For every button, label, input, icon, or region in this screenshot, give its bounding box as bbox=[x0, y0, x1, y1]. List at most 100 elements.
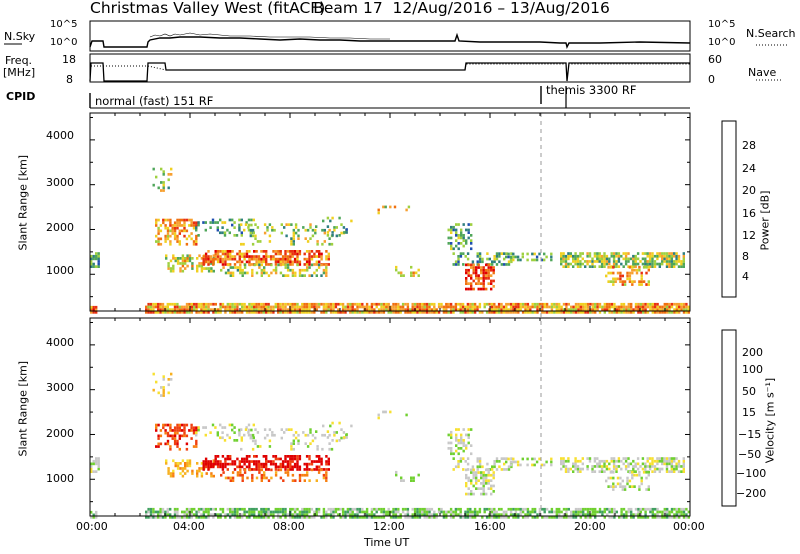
velocity-cell bbox=[212, 507, 215, 511]
velocity-cell bbox=[497, 507, 501, 511]
power-cell bbox=[266, 226, 269, 229]
power-cell bbox=[653, 262, 657, 266]
velocity-cell bbox=[223, 426, 227, 429]
velocity-cell bbox=[298, 513, 302, 516]
power-cell bbox=[397, 271, 400, 275]
power-cell bbox=[164, 226, 167, 230]
velocity-cell bbox=[272, 455, 275, 458]
power-cell bbox=[162, 218, 165, 222]
power-cell bbox=[255, 250, 258, 253]
velocity-cell bbox=[157, 516, 160, 519]
power-cell bbox=[476, 252, 479, 255]
power-cell bbox=[361, 302, 364, 306]
velocity-cell bbox=[255, 460, 258, 463]
velocity-cell bbox=[460, 447, 463, 450]
power-cell bbox=[642, 280, 646, 283]
power-cell bbox=[214, 252, 217, 256]
velocity-cell bbox=[195, 510, 198, 514]
power-cell bbox=[514, 311, 518, 314]
power-cell bbox=[211, 221, 215, 224]
power-cell bbox=[677, 265, 681, 268]
velocity-cell bbox=[668, 516, 671, 519]
power-cell bbox=[514, 308, 518, 311]
power-cbar-tick: 4 bbox=[742, 270, 749, 283]
velocity-cell bbox=[512, 507, 515, 511]
velocity-cell bbox=[521, 507, 525, 511]
power-cell bbox=[265, 252, 268, 256]
power-cell bbox=[202, 305, 205, 309]
velocity-cell bbox=[313, 468, 316, 471]
power-cell bbox=[169, 224, 172, 227]
freq-trace bbox=[89, 62, 690, 82]
power-cell bbox=[668, 305, 671, 309]
velocity-cell bbox=[653, 470, 657, 473]
power-cell bbox=[503, 263, 506, 266]
velocity-cell bbox=[216, 465, 220, 469]
power-cell bbox=[233, 311, 237, 314]
velocity-cell bbox=[469, 507, 472, 511]
velocity-cell bbox=[459, 460, 463, 463]
power-cell bbox=[394, 302, 398, 306]
power-cell bbox=[509, 255, 513, 259]
power-cell bbox=[584, 308, 587, 311]
velocity-cell bbox=[176, 513, 179, 516]
power-cell bbox=[169, 240, 172, 243]
power-cell bbox=[673, 262, 676, 266]
power-cell bbox=[207, 250, 210, 253]
velocity-cell bbox=[380, 510, 383, 514]
power-cell bbox=[603, 302, 606, 306]
velocity-cell bbox=[263, 428, 267, 431]
velocity-cell bbox=[562, 513, 566, 516]
velocity-cell bbox=[640, 482, 643, 486]
velocity-cell bbox=[564, 465, 568, 468]
power-cell bbox=[606, 305, 609, 309]
velocity-cell bbox=[205, 472, 208, 475]
power-cell bbox=[577, 311, 580, 314]
power-cell bbox=[221, 250, 225, 253]
velocity-cell bbox=[579, 510, 582, 514]
velocity-cell bbox=[217, 513, 220, 516]
power-cell bbox=[159, 242, 163, 246]
power-cell bbox=[238, 302, 241, 306]
power-cell bbox=[184, 259, 187, 263]
velocity-cell bbox=[579, 470, 582, 473]
power-cell bbox=[274, 271, 278, 275]
power-cell bbox=[205, 267, 208, 270]
velocity-cell bbox=[614, 485, 617, 488]
velocity-cell bbox=[457, 428, 460, 431]
velocity-cell bbox=[356, 513, 359, 516]
power-cell bbox=[452, 311, 455, 314]
velocity-cell bbox=[624, 467, 628, 471]
power-cell bbox=[634, 302, 638, 306]
power-cell bbox=[582, 311, 585, 314]
velocity-cell bbox=[490, 492, 493, 496]
velocity-cell bbox=[293, 516, 297, 519]
velocity-cell bbox=[651, 465, 654, 468]
power-cell bbox=[219, 257, 222, 261]
velocity-cell bbox=[389, 510, 393, 514]
power-cell bbox=[553, 311, 556, 314]
power-cell bbox=[243, 271, 247, 275]
velocity-cell bbox=[289, 516, 292, 519]
velocity-cell bbox=[349, 507, 352, 511]
power-cell bbox=[663, 305, 666, 309]
power-cell bbox=[469, 308, 472, 311]
velocity-cell bbox=[639, 465, 642, 468]
velocity-cell bbox=[591, 513, 594, 516]
power-cell bbox=[308, 257, 311, 261]
velocity-cell bbox=[329, 510, 333, 514]
power-cell bbox=[623, 280, 627, 283]
velocity-cell bbox=[492, 471, 495, 474]
power-cell bbox=[260, 311, 263, 314]
velocity-cell bbox=[460, 433, 463, 437]
power-cell bbox=[675, 260, 678, 263]
power-cell bbox=[617, 265, 621, 268]
velocity-cell bbox=[363, 510, 366, 514]
power-cell bbox=[648, 254, 652, 258]
velocity-cell bbox=[245, 460, 249, 463]
power-cell bbox=[459, 302, 462, 306]
power-cell bbox=[612, 280, 615, 283]
power-cell bbox=[157, 240, 160, 243]
velocity-cell bbox=[221, 462, 225, 466]
power-cell bbox=[425, 311, 429, 314]
